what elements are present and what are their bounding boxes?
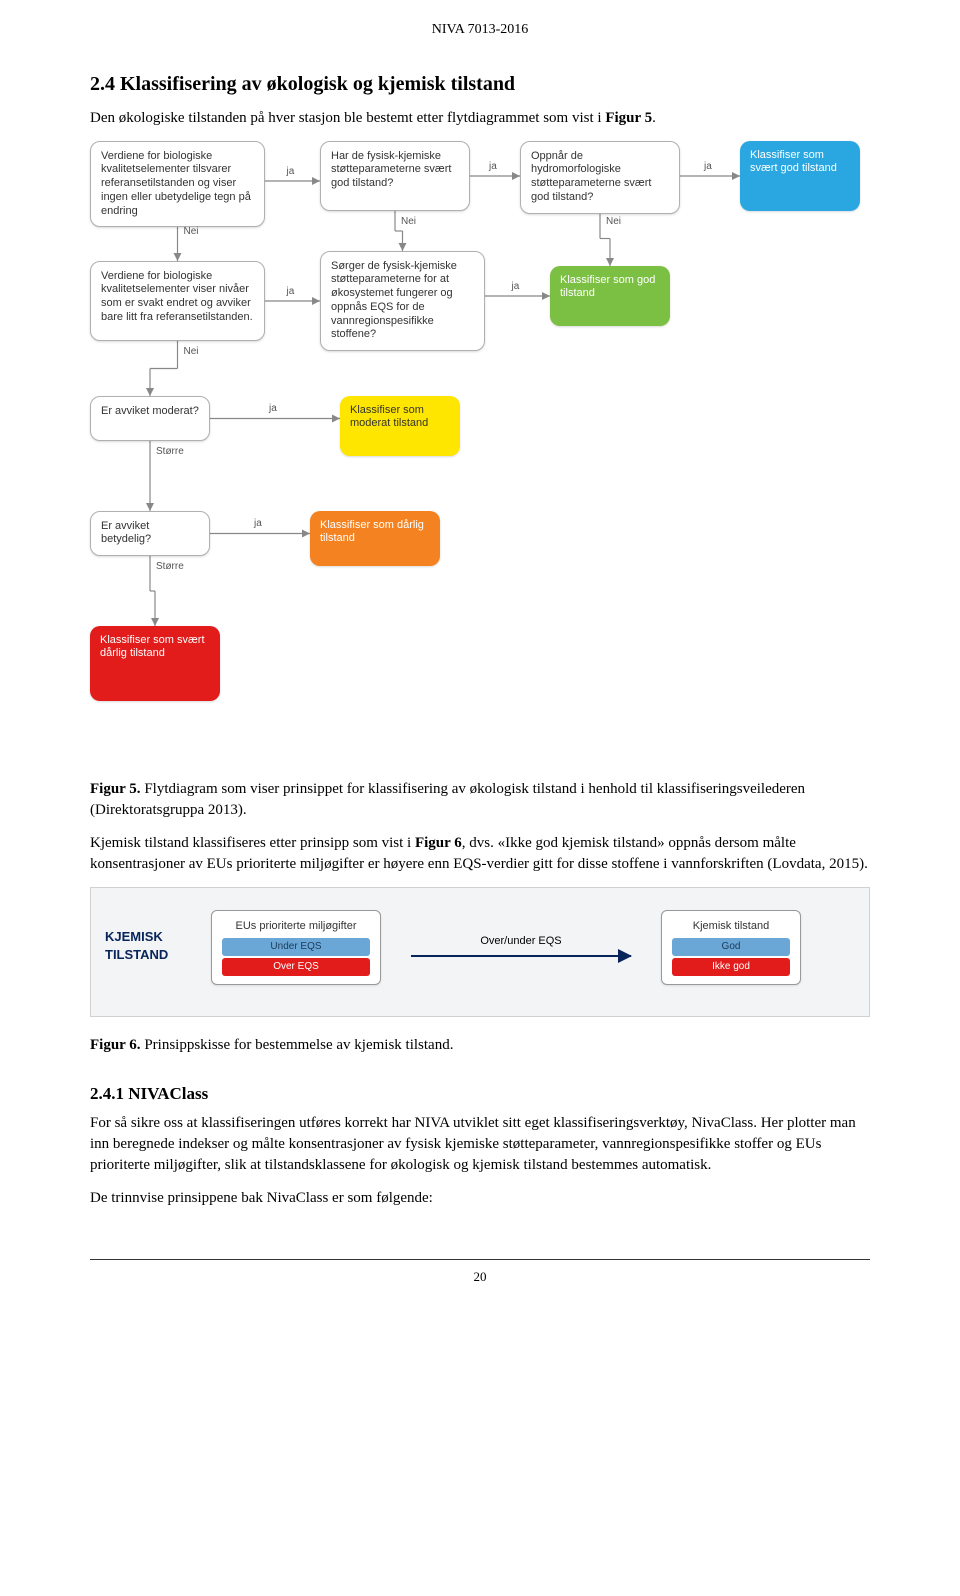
flow-edge-label: Nei bbox=[184, 345, 199, 359]
page-footer-rule bbox=[90, 1259, 870, 1260]
chem-box-eqsclass: EUs prioriterte miljøgifter Under EQS Ov… bbox=[211, 910, 381, 985]
figur5-caption-bold: Figur 5. bbox=[90, 781, 141, 797]
flow-edge-label: Nei bbox=[184, 225, 199, 239]
chem-box1-title: EUs prioriterte miljøgifter bbox=[222, 919, 370, 934]
chem-arrow-label: Over/under EQS bbox=[411, 934, 631, 949]
page-number: 20 bbox=[90, 1268, 870, 1286]
flow-node-c2: Klassifiser som god tilstand bbox=[550, 266, 670, 326]
chem-arrow: Over/under EQS bbox=[411, 934, 631, 957]
chem-box-tilstand: Kjemisk tilstand God Ikke god bbox=[661, 910, 801, 985]
flow-node-q2: Har de fysisk-kjemiske støtteparameterne… bbox=[320, 141, 470, 211]
chem-box2-title: Kjemisk tilstand bbox=[672, 919, 790, 934]
flow-node-c5: Klassifiser som svært dårlig tilstand bbox=[90, 626, 220, 701]
intro-text-1: Den økologiske tilstanden på hver stasjo… bbox=[90, 110, 605, 126]
nivaclass-p2: De trinnvise prinsippene bak NivaClass e… bbox=[90, 1188, 870, 1209]
mid-text-1: Kjemisk tilstand klassifiseres etter pri… bbox=[90, 835, 415, 851]
flow-edge-label: Større bbox=[156, 445, 184, 459]
figur6-caption-bold: Figur 6. bbox=[90, 1037, 141, 1053]
chem-box2-row1: God bbox=[672, 938, 790, 956]
flow-node-c1: Klassifiser som svært god tilstand bbox=[740, 141, 860, 211]
flow-edge-label: Nei bbox=[606, 215, 621, 229]
document-header: NIVA 7013-2016 bbox=[90, 20, 870, 40]
chem-box1-row1: Under EQS bbox=[222, 938, 370, 956]
flow-node-q5: Sørger de fysisk-kjemiske støtteparamete… bbox=[320, 251, 485, 352]
intro-paragraph: Den økologiske tilstanden på hver stasjo… bbox=[90, 108, 870, 129]
flow-edge-label: ja bbox=[287, 165, 295, 179]
figur5-caption-text: Flytdiagram som viser prinsippet for kla… bbox=[90, 781, 805, 818]
flow-edge-label: ja bbox=[287, 285, 295, 299]
flow-edge-label: Nei bbox=[401, 215, 416, 229]
figur6-caption-text: Prinsippskisse for bestemmelse av kjemis… bbox=[141, 1037, 454, 1053]
mid-bold: Figur 6 bbox=[415, 835, 462, 851]
flow-edge-label: ja bbox=[704, 160, 712, 174]
chem-box2-row2: Ikke god bbox=[672, 958, 790, 976]
flow-edge-label: ja bbox=[512, 280, 520, 294]
flowchart-figur5: Verdiene for biologiske kvalitetselement… bbox=[90, 141, 870, 761]
flow-node-c4: Klassifiser som dårlig tilstand bbox=[310, 511, 440, 566]
flow-edge-label: Større bbox=[156, 560, 184, 574]
chem-box1-row2: Over EQS bbox=[222, 958, 370, 976]
flow-node-q6: Er avviket moderat? bbox=[90, 396, 210, 441]
chem-left-title: KJEMISK TILSTAND bbox=[105, 928, 168, 964]
intro-bold: Figur 5 bbox=[605, 110, 652, 126]
mid-paragraph: Kjemisk tilstand klassifiseres etter pri… bbox=[90, 833, 870, 875]
subsection-title: 2.4.1 NIVAClass bbox=[90, 1082, 870, 1106]
flow-edge-label: ja bbox=[254, 517, 262, 531]
figur6-caption: Figur 6. Prinsippskisse for bestemmelse … bbox=[90, 1035, 870, 1056]
flow-node-c3: Klassifiser som moderat tilstand bbox=[340, 396, 460, 456]
flow-edge-label: ja bbox=[489, 160, 497, 174]
chem-arrow-line bbox=[411, 955, 631, 957]
flow-edge-label: ja bbox=[269, 402, 277, 416]
flow-node-q4: Verdiene for biologiske kvalitetselement… bbox=[90, 261, 265, 341]
section-title: 2.4 Klassifisering av økologisk og kjemi… bbox=[90, 70, 870, 98]
chemical-diagram-figur6: KJEMISK TILSTAND EUs prioriterte miljøgi… bbox=[90, 887, 870, 1017]
flow-node-q1: Verdiene for biologiske kvalitetselement… bbox=[90, 141, 265, 228]
nivaclass-p1: For så sikre oss at klassifiseringen utf… bbox=[90, 1113, 870, 1176]
figur5-caption: Figur 5. Flytdiagram som viser prinsippe… bbox=[90, 779, 870, 821]
intro-text-2: . bbox=[652, 110, 656, 126]
flow-node-q3: Oppnår de hydromorfologiske støtteparame… bbox=[520, 141, 680, 214]
flow-node-q7: Er avviket betydelig? bbox=[90, 511, 210, 557]
